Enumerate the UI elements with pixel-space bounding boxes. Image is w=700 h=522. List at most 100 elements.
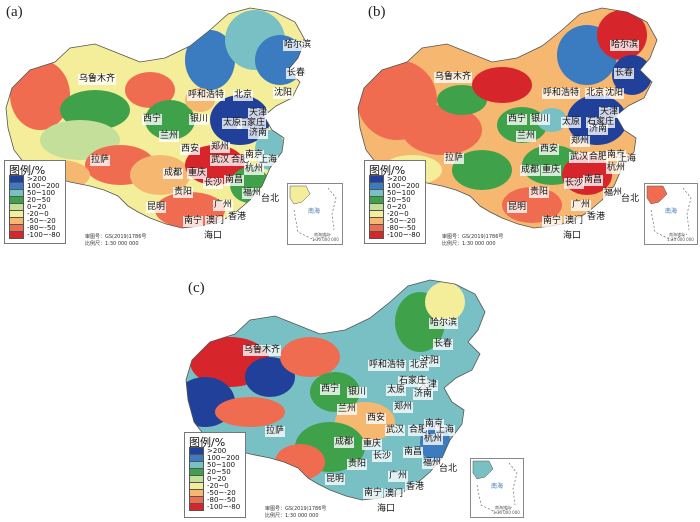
city-label: 昆明 [325,474,346,485]
inset-map [289,185,337,241]
city-label: 重庆 [362,439,383,450]
city-label: 西安 [539,144,560,155]
city-label: 长沙 [372,451,393,462]
legend-label: -80~-50 [27,224,56,232]
panel-a: (a) 哈尔滨 长春 沈阳 乌鲁木齐 呼和浩特 北京 天津 石家庄 太原 济南 … [0,0,348,250]
city-label: 天津 [248,108,269,119]
city-label: 武汉 [385,425,406,436]
city-label: 广州 [571,200,592,211]
inset-sea-label: 南海 [491,483,504,490]
legend-label: 0~20 [387,203,407,211]
city-label: 长春 [433,339,454,350]
legend-label: 20~50 [387,196,411,204]
scale-text: 比例尺：1:30 000 000 [265,513,319,519]
panel-c-label: (c) [188,280,205,296]
city-label: 拉萨 [444,153,465,164]
city-label: 杭州 [244,164,265,175]
city-label: 武汉 [569,152,590,163]
legend-swatch [9,231,24,239]
city-label: 北京 [233,90,254,101]
city-label: 银川 [189,114,210,125]
city-label: 香港 [405,482,426,493]
city-label: 石家庄 [398,376,428,387]
city-label: 哈尔滨 [610,40,640,51]
review-number: 审图号：GS(2019)1786号 [265,506,327,512]
city-label: 昆明 [507,202,528,213]
city-label: 石家庄 [237,118,267,129]
city-label: 福州 [422,458,443,469]
city-label: 长沙 [564,178,585,189]
city-label: 广州 [213,200,234,211]
city-label: 南京 [424,419,445,430]
city-label: 济南 [588,124,609,135]
legend-item: -100~-80 [9,231,60,240]
scale-text: 比例尺：1:30 000 000 [85,241,139,247]
city-label: 澳门 [564,216,585,227]
city-label: 兰州 [516,131,537,142]
review-number: 审图号：GS(2019)1786号 [85,234,147,240]
city-label: 台北 [620,194,641,205]
city-label: 西宁 [320,384,341,395]
city-label: 太原 [386,385,407,396]
legend-label: 100~200 [387,182,420,190]
inset-map [472,460,518,514]
city-label: 天津 [599,107,620,118]
city-label: 澳门 [205,216,226,227]
city-label: 呼和浩特 [368,360,407,371]
panel-a-label: (a) [6,4,23,20]
city-label: 合肥 [588,152,609,163]
city-label: 贵阳 [173,187,194,198]
legend-label: 20~50 [27,196,51,204]
south-sea-inset: 南海 南海诸岛 1:30 000 000 [644,183,698,245]
panel-b: (b) 哈尔滨 长春 沈阳 乌鲁木齐 呼和浩特 北京 天津 石家庄 太原 济南 … [352,0,700,250]
legend-label: 100~200 [27,182,60,190]
city-label: 天津 [418,380,439,391]
city-label: 乌鲁木齐 [78,74,117,85]
city-label: 哈尔滨 [429,318,459,329]
city-label: 长沙 [203,178,224,189]
legend-label: -100~-80 [207,503,241,511]
legend-label: 50~100 [27,189,56,197]
city-label: 西安 [366,413,387,424]
legend-label: -100~-80 [387,231,421,239]
legend-swatch [369,231,384,239]
city-label: 石家庄 [586,117,616,128]
city-label: 重庆 [541,165,562,176]
city-label: 贵阳 [529,187,550,198]
city-label: 南昌 [224,175,245,186]
city-label: 合肥 [408,425,429,436]
city-label: 重庆 [187,168,208,179]
legend-label: 100~200 [207,454,240,462]
city-label: 成都 [520,165,541,176]
city-label: 西宁 [142,114,163,125]
city-label: 乌鲁木齐 [434,72,473,83]
city-label: 拉萨 [90,155,111,166]
inset-sea-label: 南海 [308,208,321,215]
city-label: 兰州 [159,131,180,142]
legend-label: >200 [387,175,407,183]
city-label: 太原 [561,117,582,128]
city-label: 济南 [248,128,269,139]
city-label: 贵阳 [347,459,368,470]
legend: 图例/% >200 100~200 50~100 20~50 0~20 -20~… [4,160,66,244]
inset-note: 南海诸岛 [495,505,511,510]
south-sea-inset: 南海 南海诸岛 1:30 000 000 [470,458,524,518]
city-label: 乌鲁木齐 [243,345,282,356]
city-label: 北京 [409,360,430,371]
legend-label: 20~50 [207,468,231,476]
legend-label: -20~0 [27,210,49,218]
panel-b-label: (b) [368,4,386,20]
city-label: 香港 [586,212,607,223]
city-label: 太原 [222,118,243,129]
legend: 图例/% >200 100~200 50~100 20~50 0~20 -20~… [364,160,426,244]
legend-item: -100~-80 [189,503,240,512]
city-label: 合肥 [230,155,251,166]
city-label: 呼和浩特 [542,88,581,99]
city-label: 海口 [562,231,583,242]
inset-scale: 1:30 000 000 [667,237,694,242]
city-label: 银川 [347,387,368,398]
inset-map [646,185,692,241]
city-label: 沈阳 [604,88,625,99]
city-label: 南京 [244,150,265,161]
city-label: 西宁 [507,114,528,125]
